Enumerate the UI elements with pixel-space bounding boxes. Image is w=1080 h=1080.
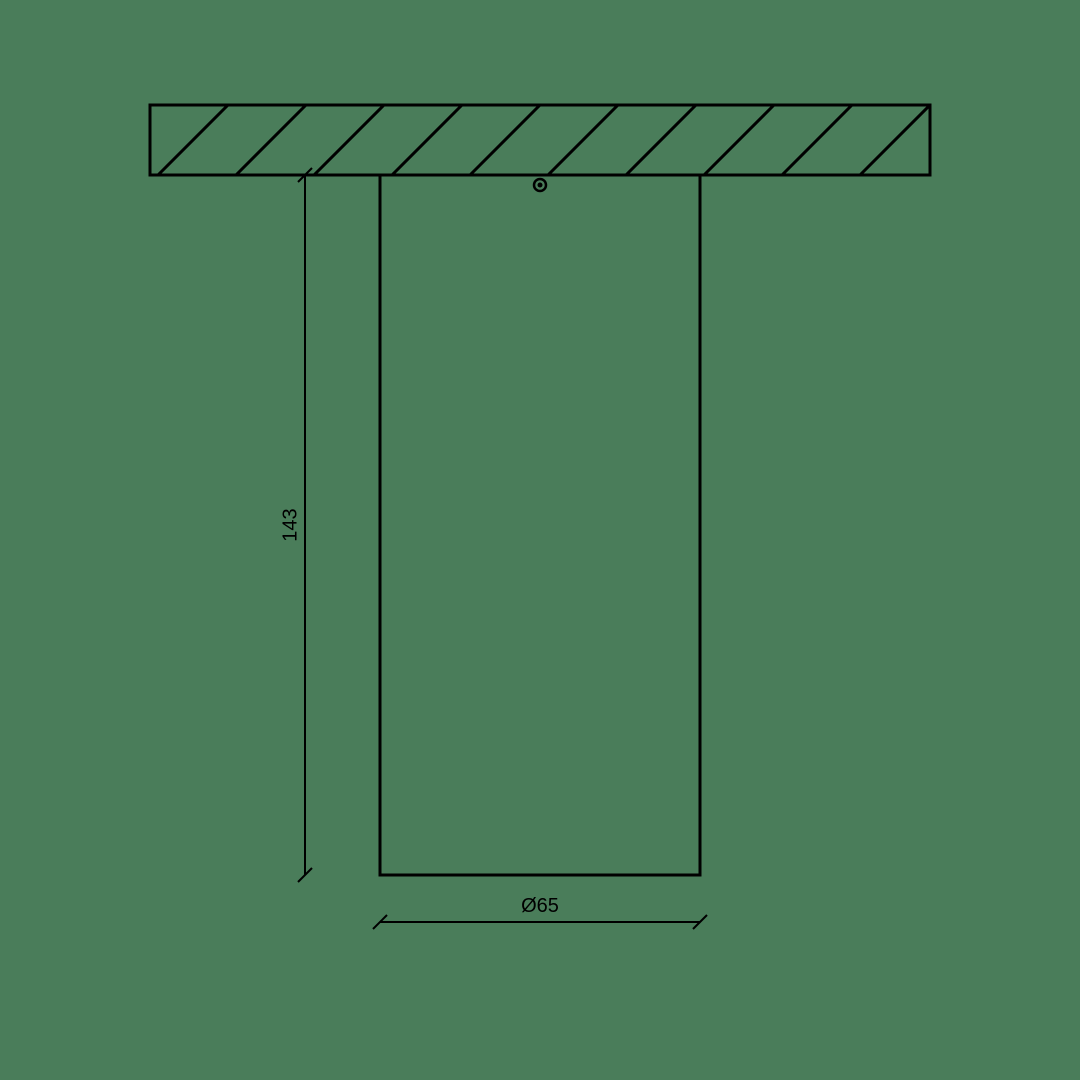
dimension-width-label: Ø65 <box>521 895 559 917</box>
dimension-height-label: 143 <box>279 508 301 541</box>
diagram-stage: 143 Ø65 <box>0 0 1080 1080</box>
mounting-screw-center-icon <box>538 183 543 188</box>
technical-drawing: 143 Ø65 <box>0 0 1080 1080</box>
